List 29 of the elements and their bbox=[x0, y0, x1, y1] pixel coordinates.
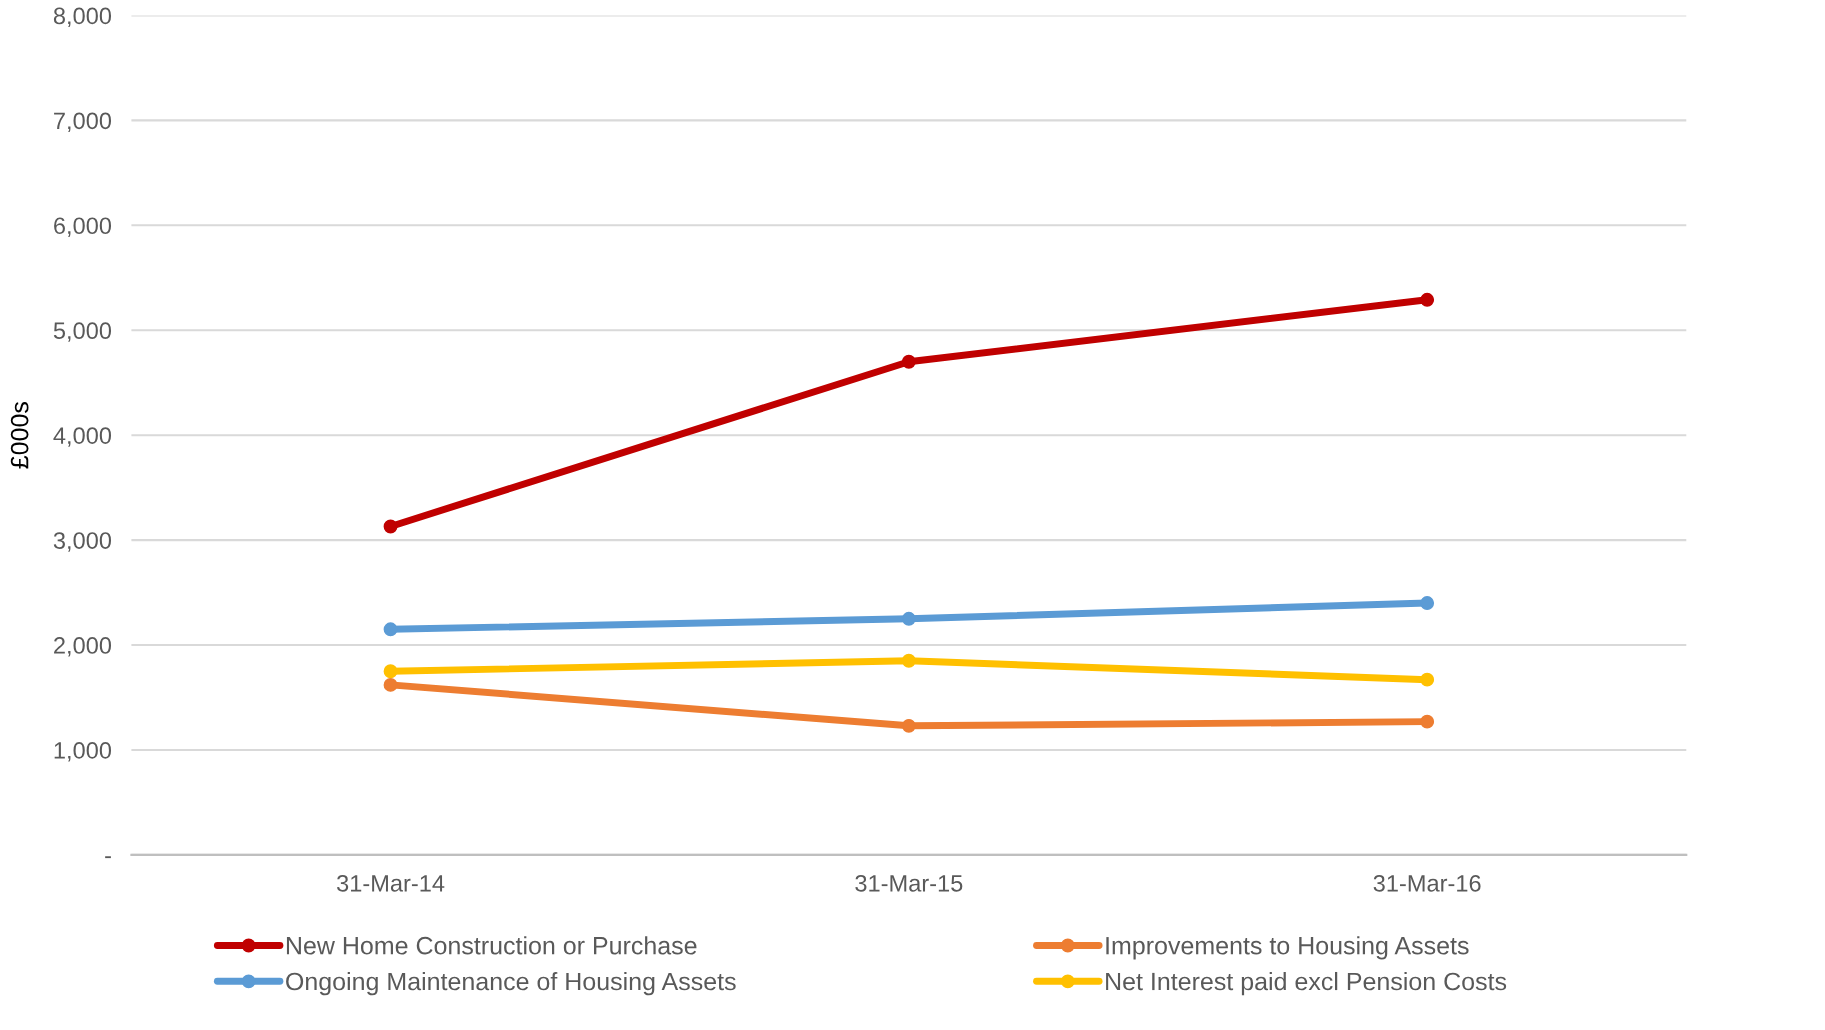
point bbox=[901, 611, 916, 626]
y-tick-label: 3,000 bbox=[53, 532, 112, 552]
y-tick-label: 8,000 bbox=[53, 7, 112, 28]
legend-label: Improvements to Housing Assets bbox=[1106, 936, 1469, 960]
y-tick-label: 6,000 bbox=[54, 217, 112, 237]
point bbox=[383, 519, 398, 534]
x-tick-label: 31-Mar-14 bbox=[337, 874, 445, 892]
legend-label: New Home Construction or Purchase bbox=[286, 936, 697, 955]
point bbox=[1420, 672, 1435, 687]
y-tick-label: 5,000 bbox=[53, 322, 112, 342]
x-tick-label: 31-Mar-16 bbox=[1373, 874, 1481, 892]
point bbox=[901, 653, 916, 668]
point bbox=[383, 677, 398, 692]
point bbox=[1420, 596, 1435, 611]
y-tick-label: 2,000 bbox=[54, 637, 112, 657]
y-tick-label: 1,000 bbox=[54, 742, 112, 762]
y-axis-title: £000s bbox=[10, 402, 29, 469]
point bbox=[383, 664, 398, 679]
y-tick-label: - bbox=[105, 856, 111, 859]
point bbox=[1420, 292, 1435, 307]
point bbox=[901, 354, 916, 369]
legend-label: Ongoing Maintenance of Housing Assets bbox=[286, 971, 736, 996]
point bbox=[383, 622, 398, 637]
point bbox=[1420, 714, 1435, 729]
y-tick-label: 7,000 bbox=[54, 112, 112, 132]
legend-label: Net Interest paid excl Pension Costs bbox=[1106, 971, 1507, 996]
y-tick-label: 4,000 bbox=[53, 427, 112, 447]
x-tick-label: 31-Mar-15 bbox=[855, 874, 963, 892]
point bbox=[901, 718, 916, 733]
